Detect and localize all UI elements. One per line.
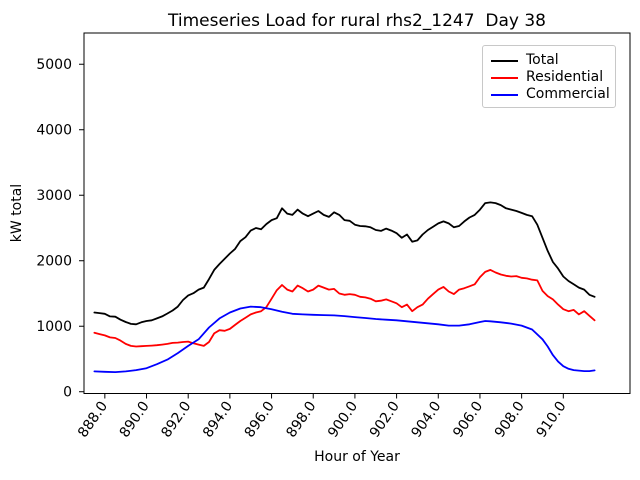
legend-line-sample — [491, 59, 518, 62]
x-tick-label: 898.0 — [283, 399, 319, 441]
y-tick-label: 5000 — [36, 57, 72, 73]
legend-label: Total — [526, 52, 559, 68]
series-line-residential — [93, 268, 596, 348]
x-tick-label: 906.0 — [450, 399, 486, 441]
legend: Total Residential Commercial — [482, 45, 616, 108]
legend-label: Commercial — [526, 86, 610, 102]
x-tick-label: 910.0 — [533, 399, 569, 441]
x-tick-label: 894.0 — [200, 399, 236, 441]
legend-line-sample — [491, 93, 518, 96]
legend-label: Residential — [526, 69, 604, 85]
y-tick-label: 0 — [63, 385, 72, 401]
x-tick-label: 900.0 — [325, 399, 361, 441]
x-tick-label: 890.0 — [117, 399, 153, 441]
axes-frame — [83, 32, 631, 394]
legend-item-total: Total — [491, 52, 607, 69]
x-tick-label: 908.0 — [492, 399, 528, 441]
series-line-commercial — [93, 305, 596, 374]
y-tick-label: 4000 — [36, 123, 72, 139]
legend-line-sample — [491, 76, 518, 79]
x-tick-label: 888.0 — [75, 399, 111, 441]
x-tick-label: 892.0 — [158, 399, 194, 441]
series-line-total — [93, 201, 596, 326]
y-tick-label: 2000 — [36, 254, 72, 270]
x-axis-label: Hour of Year — [314, 449, 400, 465]
y-tick-label: 1000 — [36, 319, 72, 335]
x-tick-label: 902.0 — [367, 399, 403, 441]
legend-item-residential: Residential — [491, 69, 607, 86]
x-tick-label: 896.0 — [242, 399, 278, 441]
chart-title: Timeseries Load for rural rhs2_1247 Day … — [168, 11, 546, 31]
y-axis-label: kW total — [9, 183, 25, 243]
y-tick-label: 3000 — [36, 188, 72, 204]
x-tick-label: 904.0 — [408, 399, 444, 441]
legend-item-commercial: Commercial — [491, 86, 610, 103]
